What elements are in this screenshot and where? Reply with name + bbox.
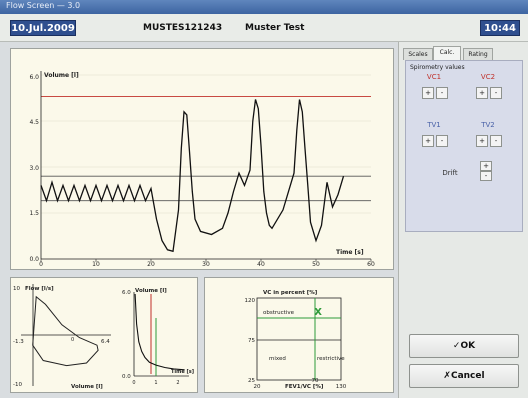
x-tick-label: 30 <box>202 261 210 268</box>
volume-time-panel: Volume [l] Time [s] 6.0 4.5 3.0 1.5 0.0 … <box>10 48 394 270</box>
date-badge: 10.Jul.2009 <box>10 20 76 36</box>
volume-curve <box>40 99 345 253</box>
classification-frame <box>256 297 342 381</box>
flow-volume-panel: Flow [l/s] 10 0 -10 -1.3 6.4 Volume [l] … <box>10 277 198 393</box>
class-x-tick: 130 <box>336 384 347 390</box>
vt-y-bottom: 0.0 <box>122 374 131 380</box>
x-tick-label: 0 <box>39 261 43 268</box>
quadrant-mixed: mixed <box>269 356 286 362</box>
ok-button[interactable]: ✓OK <box>409 334 519 358</box>
x-tick-label: 40 <box>257 261 265 268</box>
classification-ylabel: VC in percent [%] <box>263 290 318 296</box>
patient-marker: X <box>314 307 322 318</box>
vc2-minus-button[interactable]: - <box>490 87 502 99</box>
vc1-minus-button[interactable]: - <box>436 87 448 99</box>
tv1-label: TV1 <box>427 121 441 129</box>
volume-ylabel: Volume [l] <box>44 72 79 79</box>
vc1-plus-button[interactable]: + <box>422 87 434 99</box>
y-tick-label: 1.5 <box>29 210 39 217</box>
tv2-label: TV2 <box>481 121 495 129</box>
class-y-tick: 25 <box>248 378 255 384</box>
flow-volume-loop <box>32 295 99 367</box>
flow-y-bottom: -10 <box>13 382 22 388</box>
x-tick-label: 20 <box>147 261 155 268</box>
control-panel: Scales Calc. Rating Spirometry values VC… <box>398 42 528 398</box>
x-tick-label: 10 <box>92 261 100 268</box>
flow-xlabel: Volume [l] <box>71 384 103 390</box>
time-badge: 10:44 <box>480 20 520 36</box>
class-x-tick: 20 <box>254 384 261 390</box>
vt-ylabel: Volume [l] <box>135 288 167 294</box>
flow-x-right: 6.4 <box>101 339 110 345</box>
class-y-tick: 120 <box>245 298 256 304</box>
window-title: Flow Screen — 3.0 <box>6 1 81 10</box>
spirometry-values-group: Spirometry values VC1 VC2 + - + - TV1 TV… <box>405 60 523 232</box>
tab-rating[interactable]: Rating <box>463 48 493 60</box>
class-y-tick: 75 <box>248 338 255 344</box>
quadrant-obstructive: obstructive <box>263 310 295 316</box>
classification-panel: VC in percent [%] FEV1/VC [%] 120 75 25 … <box>204 277 394 393</box>
tab-scales[interactable]: Scales <box>403 48 433 60</box>
vt-x-tick: 2 <box>176 380 179 386</box>
vt-x-tick: 1 <box>154 380 157 386</box>
vc1-label: VC1 <box>426 73 442 81</box>
tab-calc[interactable]: Calc. <box>433 46 461 60</box>
volume-time-chart: Volume [l] Time [s] 6.0 4.5 3.0 1.5 0.0 … <box>29 71 375 268</box>
patient-header: 10.Jul.2009 MUSTES121243 Muster Test 10:… <box>0 14 528 42</box>
patient-name: Muster Test <box>245 23 305 33</box>
flow-x-left: -1.3 <box>13 339 24 345</box>
volume-time-decay-curve <box>134 293 185 371</box>
cancel-button[interactable]: ✗Cancel <box>409 364 519 388</box>
classification-chart: VC in percent [%] FEV1/VC [%] 120 75 25 … <box>245 290 347 390</box>
vt-x-tick: 0 <box>132 380 135 386</box>
x-tick-label: 50 <box>312 261 320 268</box>
tv2-minus-button[interactable]: - <box>490 135 502 147</box>
x-tick-label: 60 <box>367 261 375 268</box>
classification-xlabel: FEV1/VC [%] <box>285 384 324 390</box>
patient-id: MUSTES121243 <box>143 23 223 33</box>
vt-xlabel: Time [s] <box>171 369 194 375</box>
tv2-plus-button[interactable]: + <box>476 135 488 147</box>
drift-plus-button[interactable]: + <box>480 161 492 171</box>
vc2-plus-button[interactable]: + <box>476 87 488 99</box>
y-tick-label: 6.0 <box>29 74 39 81</box>
class-x-tick: 70 <box>312 378 319 384</box>
flow-ylabel: Flow [l/s] <box>25 286 54 292</box>
vc2-label: VC2 <box>480 73 496 81</box>
vt-y-top: 6.0 <box>122 290 131 296</box>
flow-y-mid: 0 <box>71 337 74 343</box>
drift-label: Drift <box>442 169 458 177</box>
spirometry-title: Spirometry values <box>410 64 465 71</box>
flow-y-top: 10 <box>13 286 20 292</box>
title-bar: Flow Screen — 3.0 <box>0 0 528 14</box>
flow-volume-chart: Flow [l/s] 10 0 -10 -1.3 6.4 Volume [l] … <box>13 284 194 390</box>
quadrant-restrictive: restrictive <box>317 356 345 362</box>
tv1-plus-button[interactable]: + <box>422 135 434 147</box>
y-tick-label: 4.5 <box>29 119 39 126</box>
drift-minus-button[interactable]: - <box>480 171 492 181</box>
volume-xlabel: Time [s] <box>336 249 364 256</box>
tv1-minus-button[interactable]: - <box>436 135 448 147</box>
y-tick-label: 3.0 <box>29 165 39 172</box>
y-tick-label: 0.0 <box>29 256 39 263</box>
